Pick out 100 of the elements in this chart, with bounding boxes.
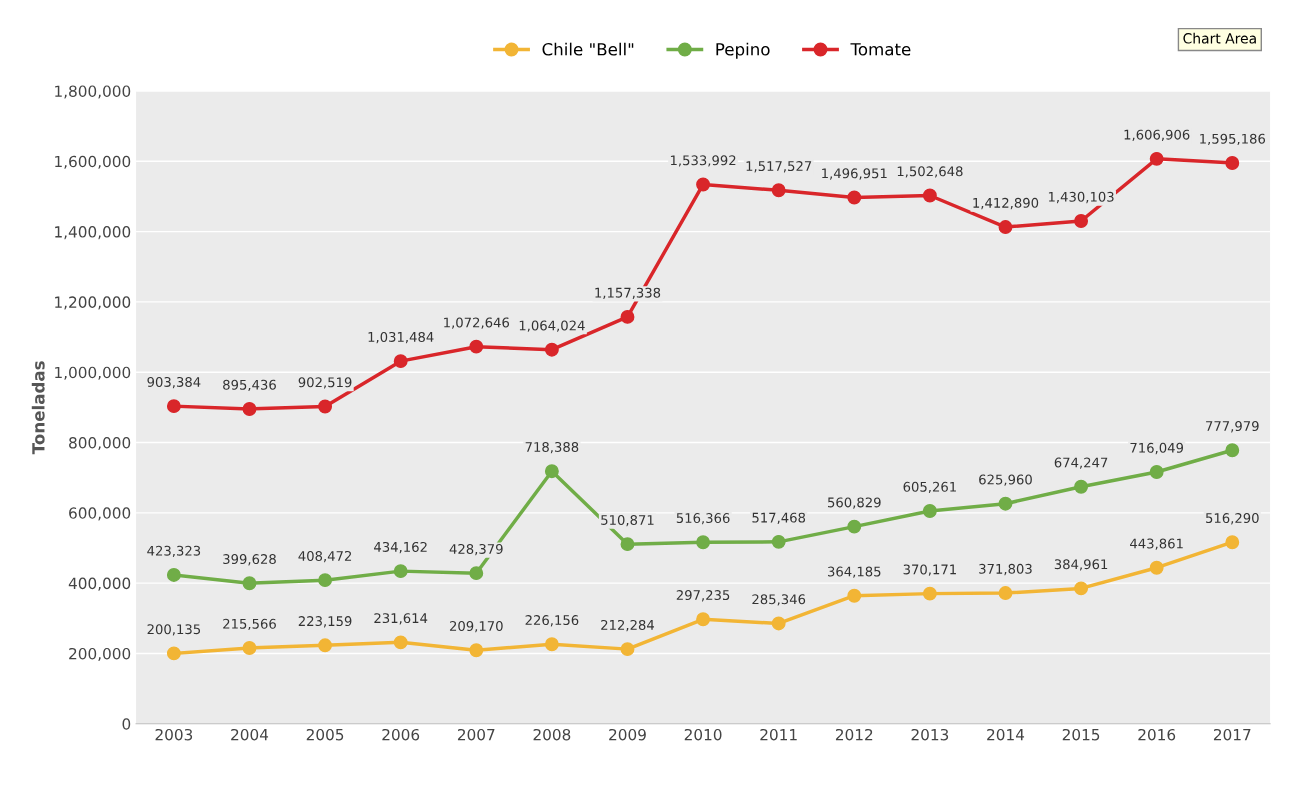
y-tick-label: 800,000: [69, 436, 131, 451]
point: [166, 567, 181, 582]
point: [242, 641, 257, 655]
point: [998, 586, 1013, 601]
text: Chart Area: [1183, 32, 1256, 44]
point: [318, 638, 333, 653]
data-label: 1,502,648: [897, 166, 963, 178]
data-label: 560,829: [828, 497, 881, 509]
point: [242, 576, 257, 591]
data-label: 517,468: [752, 512, 806, 524]
point: [620, 309, 635, 324]
point: [469, 339, 484, 354]
y-tick-label: 1,200,000: [55, 296, 131, 310]
point: [1074, 479, 1089, 494]
point: [1149, 151, 1164, 166]
y-tick-label: 600,000: [69, 507, 131, 521]
y-tick-label: 1,600,000: [55, 155, 131, 169]
data-label: 1,606,906: [1124, 129, 1190, 141]
y-tick-label: 1,400,000: [55, 226, 131, 240]
data-label: 1,496,951: [822, 168, 887, 180]
point: [1074, 581, 1089, 596]
x-tick-label: 2015: [1062, 728, 1100, 741]
point: [393, 354, 408, 369]
data-label: 371,803: [979, 563, 1032, 576]
point: [544, 637, 559, 652]
x-tick-label: 2007: [457, 728, 495, 741]
data-label: 903,384: [147, 376, 201, 389]
point: [1149, 465, 1164, 479]
point: [620, 537, 635, 552]
data-label: 516,366: [676, 513, 730, 525]
data-label: 434,162: [374, 541, 427, 554]
data-label: 605,261: [903, 481, 956, 494]
point: [696, 612, 711, 627]
point: [922, 504, 937, 518]
point: [998, 220, 1013, 235]
data-label: 209,170: [449, 621, 503, 633]
x-tick-label: 2005: [306, 728, 344, 741]
point: [1225, 443, 1240, 458]
point: [847, 519, 862, 534]
point: [771, 183, 786, 198]
point: [544, 464, 559, 479]
y-tick-label: 200,000: [69, 647, 131, 662]
legend-label: Tomate: [850, 43, 911, 56]
point: [771, 616, 786, 631]
legend-label: Pepino: [716, 42, 770, 59]
data-label: 364,185: [828, 566, 881, 578]
data-label: 212,284: [601, 619, 655, 632]
point: [847, 190, 862, 205]
data-label: 716,049: [1130, 442, 1184, 455]
point: [469, 643, 484, 658]
y-tick-label: 1,000,000: [55, 366, 131, 380]
point: [1149, 560, 1164, 575]
data-label: 443,861: [1130, 538, 1183, 550]
y-tick-label: 400,000: [68, 577, 131, 591]
point: [998, 496, 1013, 511]
x-tick-label: 2010: [684, 728, 722, 741]
y-tick-label: 1,800,000: [55, 85, 131, 99]
y-axis-title: Toneladas: [31, 361, 45, 455]
data-label: 399,628: [223, 554, 276, 566]
point: [393, 564, 408, 579]
point: [1074, 214, 1089, 228]
data-label: 1,533,992: [670, 155, 736, 167]
x-tick-label: 2016: [1138, 728, 1176, 741]
x-tick-label: 2004: [231, 728, 269, 741]
point: [318, 399, 333, 414]
data-label: 674,247: [1054, 457, 1108, 469]
data-label: 718,388: [525, 442, 579, 454]
point: [1225, 535, 1240, 550]
x-tick-label: 2006: [382, 728, 420, 741]
x-tick-label: 2014: [987, 728, 1025, 741]
x-tick-label: 2003: [155, 728, 193, 741]
data-label: 423,323: [147, 545, 201, 558]
data-label: 1,517,527: [746, 161, 812, 173]
x-tick-label: 2012: [835, 728, 873, 741]
data-label: 777,979: [1206, 421, 1259, 433]
point: [242, 402, 257, 416]
x-tick-label: 2011: [760, 728, 797, 741]
point: [166, 646, 181, 661]
point: [696, 535, 711, 550]
point: [318, 573, 333, 588]
data-label: 1,157,338: [595, 287, 661, 300]
data-label: 516,290: [1206, 513, 1259, 525]
x-tick-label: 2017: [1213, 728, 1251, 741]
data-label: 428,379: [449, 543, 503, 556]
point: [847, 588, 862, 603]
y-tick-label: 0: [122, 718, 131, 730]
data-label: 226,156: [525, 615, 579, 627]
data-label: 215,566: [223, 618, 276, 631]
point: [771, 534, 786, 549]
data-label: 1,064,024: [519, 320, 585, 332]
data-label: 231,614: [374, 613, 428, 625]
data-label: 384,961: [1054, 559, 1108, 571]
point: [393, 635, 408, 650]
data-label: 510,871: [601, 514, 654, 527]
point: [544, 342, 559, 357]
legend-label: Chile "Bell": [542, 42, 634, 56]
x-tick-label: 2013: [911, 728, 949, 741]
data-label: 285,346: [752, 594, 806, 606]
data-label: 200,135: [147, 624, 201, 636]
data-label: 895,436: [223, 379, 276, 392]
